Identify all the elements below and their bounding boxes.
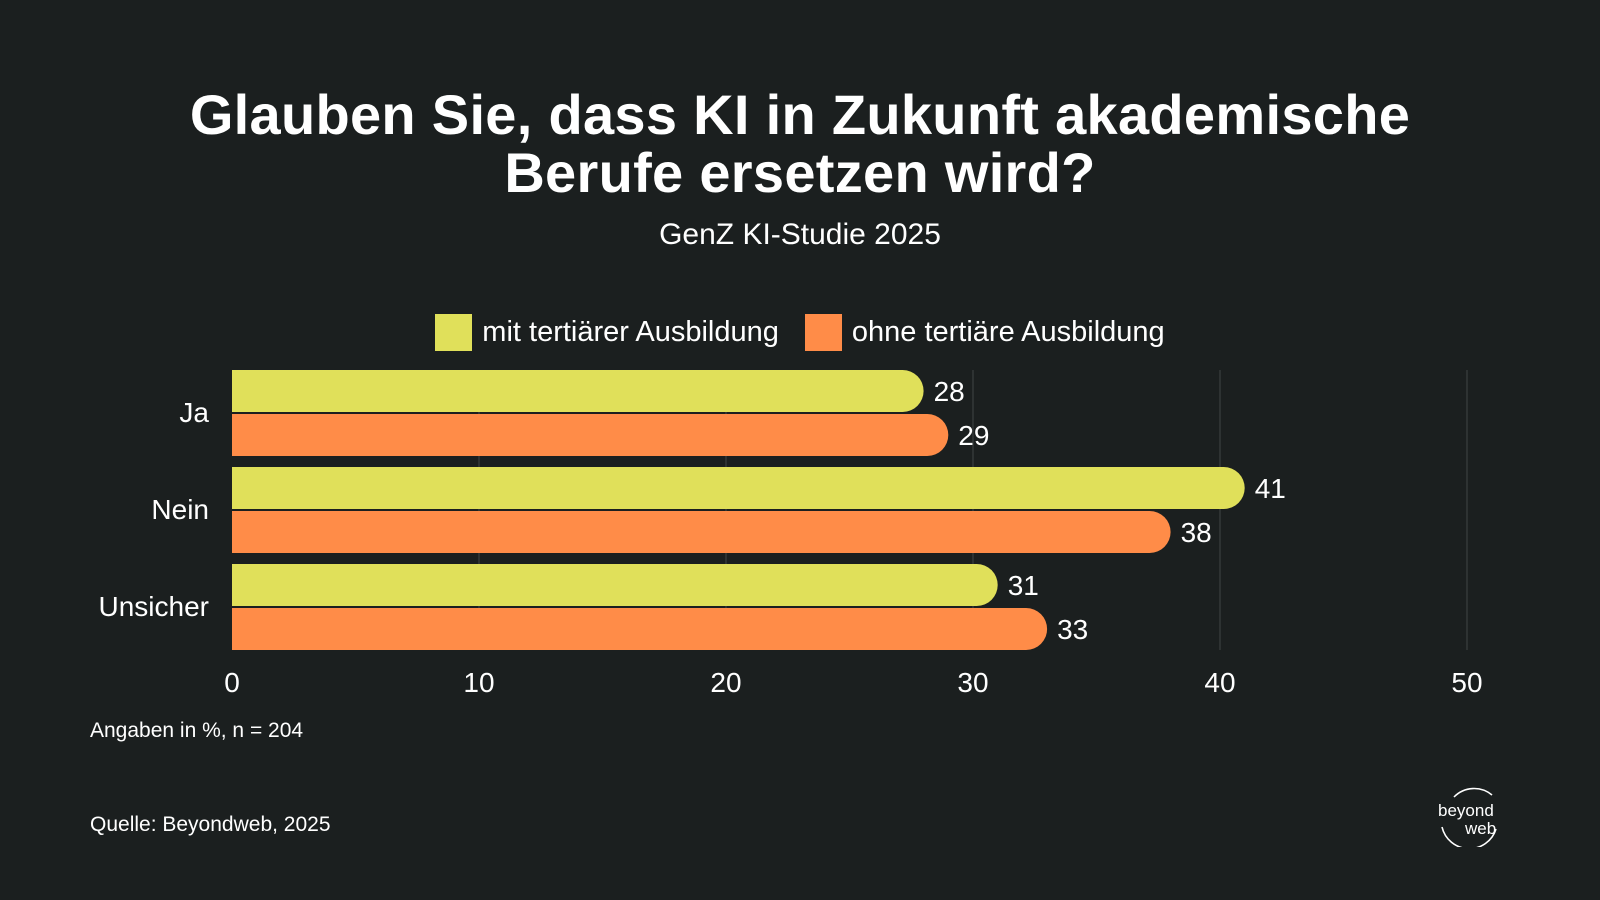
value-label-ja-mit: 28 bbox=[934, 376, 965, 407]
category-label-ja: Ja bbox=[179, 397, 209, 428]
legend-label-mit: mit tertiärer Ausbildung bbox=[482, 316, 779, 348]
chart-title: Glauben Sie, dass KI in Zukunft akademis… bbox=[0, 86, 1600, 202]
value-label-unsicher-ohne: 33 bbox=[1057, 614, 1088, 645]
category-label-unsicher: Unsicher bbox=[99, 591, 209, 622]
x-tick-label-0: 0 bbox=[224, 667, 240, 698]
legend-item-mit: mit tertiärer Ausbildung bbox=[435, 314, 779, 351]
category-label-nein: Nein bbox=[151, 494, 209, 525]
x-tick-label-10: 10 bbox=[463, 667, 494, 698]
logo-arc-icon bbox=[1441, 787, 1497, 847]
bar-nein-mit bbox=[232, 467, 1245, 509]
data-note: Angaben in %, n = 204 bbox=[90, 719, 304, 742]
x-tick-label-40: 40 bbox=[1204, 667, 1235, 698]
value-label-unsicher-mit: 31 bbox=[1008, 570, 1039, 601]
source-note: Quelle: Beyondweb, 2025 bbox=[90, 813, 331, 836]
legend-swatch-ohne bbox=[804, 314, 842, 351]
chart-subtitle: GenZ KI-Studie 2025 bbox=[659, 218, 941, 251]
legend-swatch-mit bbox=[435, 314, 473, 351]
bar-unsicher-ohne bbox=[232, 608, 1048, 650]
legend-item-ohne: ohne tertiäre Ausbildung bbox=[804, 314, 1165, 351]
legend-label-ohne: ohne tertiäre Ausbildung bbox=[851, 316, 1165, 348]
bar-unsicher-mit bbox=[232, 564, 998, 606]
x-tick-label-50: 50 bbox=[1451, 667, 1482, 698]
brand-logo: beyond web bbox=[1434, 777, 1514, 847]
chart-title-line2: Berufe ersetzen wird? bbox=[504, 141, 1096, 204]
value-label-nein-mit: 41 bbox=[1255, 473, 1286, 504]
chart-legend: mit tertiärer Ausbildung ohne tertiäre A… bbox=[0, 314, 1600, 351]
x-tick-label-20: 20 bbox=[710, 667, 741, 698]
bar-ja-mit bbox=[232, 370, 924, 412]
logo-text-line2: web bbox=[1465, 819, 1497, 838]
value-label-nein-ohne: 38 bbox=[1181, 517, 1212, 548]
logo-text-line1: beyond bbox=[1438, 801, 1494, 820]
x-tick-label-30: 30 bbox=[957, 667, 988, 698]
chart-title-line1: Glauben Sie, dass KI in Zukunft akademis… bbox=[189, 83, 1411, 146]
value-label-ja-ohne: 29 bbox=[958, 420, 989, 451]
bar-ja-ohne bbox=[232, 414, 949, 456]
bar-nein-ohne bbox=[232, 511, 1171, 553]
